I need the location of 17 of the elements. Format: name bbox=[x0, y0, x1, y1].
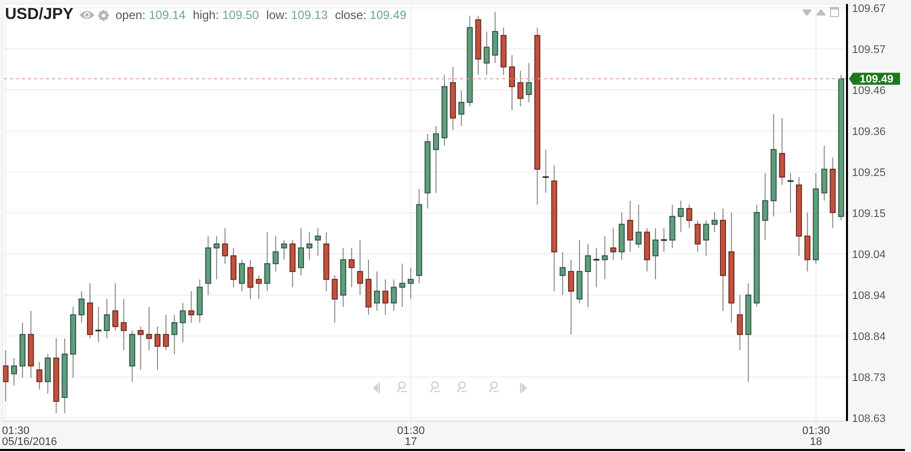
y-tick-label: 108.73 bbox=[852, 372, 886, 384]
y-tick-label: 109.36 bbox=[852, 126, 886, 138]
ref-line-label: 109.49 bbox=[860, 74, 894, 86]
y-tick-label: 108.94 bbox=[852, 290, 886, 302]
y-tick-label: 108.63 bbox=[852, 412, 886, 425]
y-tick-label: 109.46 bbox=[852, 84, 886, 97]
y-tick-label: 109.57 bbox=[852, 44, 886, 56]
x-tick-label: 01:30 18 bbox=[802, 425, 830, 448]
y-tick-label: 109.67 bbox=[852, 2, 886, 15]
x-tick-label: 01:30 05/16/2016 bbox=[2, 425, 58, 448]
y-tick-label: 109.04 bbox=[852, 248, 886, 261]
x-tick-label: 01:30 17 bbox=[397, 425, 425, 448]
chart-subtitle: open: 109.14 high: 109.50 low: 109.13 close: 109.49 bbox=[115, 8, 406, 22]
y-tick-label: 108.84 bbox=[852, 331, 886, 344]
y-tick-label: 109.25 bbox=[852, 166, 886, 179]
chart-title: USD/JPY bbox=[5, 6, 74, 24]
y-tick-label: 109.15 bbox=[852, 208, 886, 220]
